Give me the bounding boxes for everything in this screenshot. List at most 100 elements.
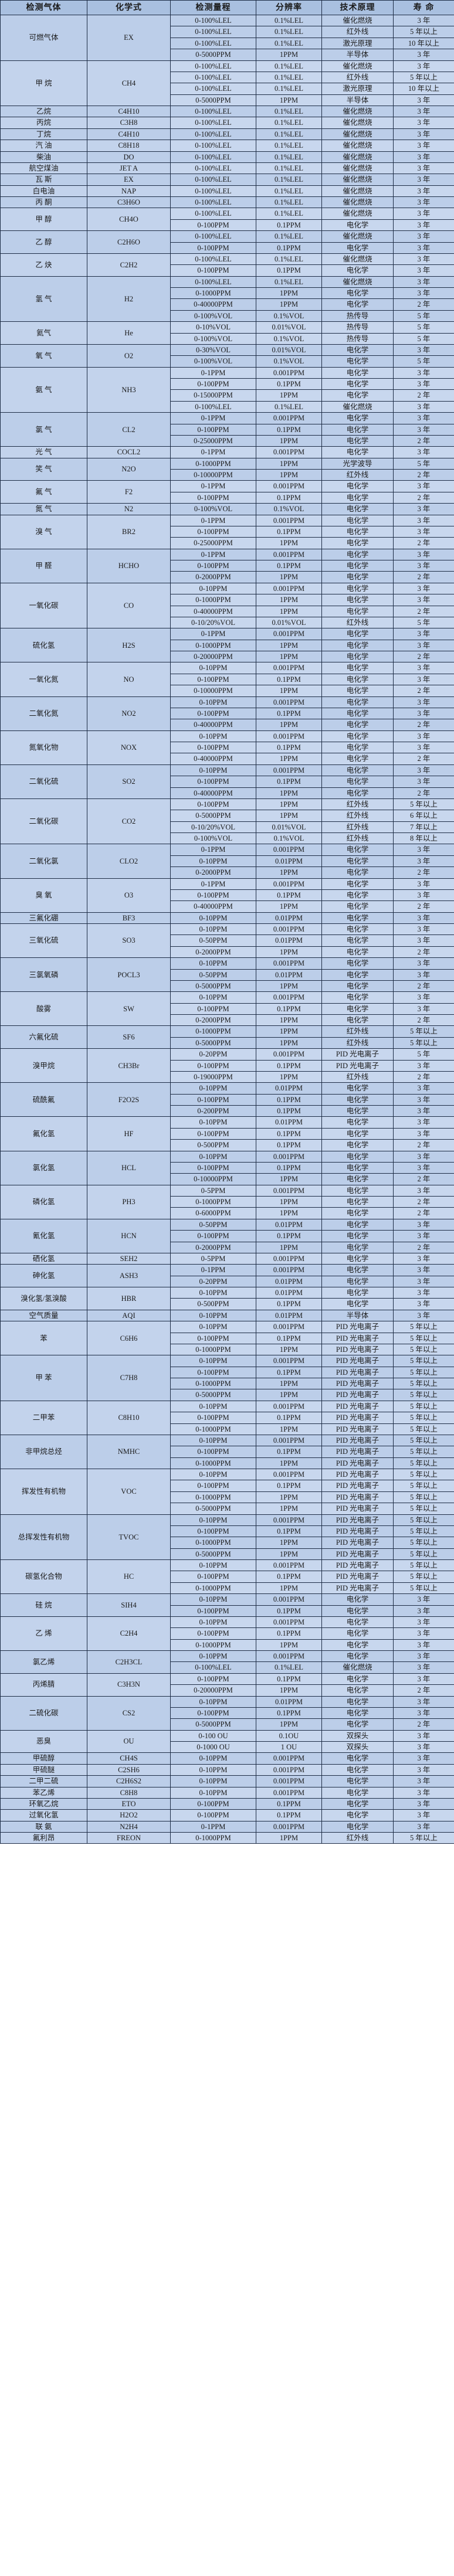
cell-chemical-formula: C2H2: [87, 253, 171, 277]
cell-technology: 电化学: [321, 662, 394, 674]
cell-detection-range: 0-19000PPM: [170, 1070, 256, 1083]
cell-resolution: 1PPM: [256, 1377, 322, 1390]
cell-technology: 电化学: [321, 844, 394, 856]
cell-resolution: 0.1PPM: [256, 1627, 322, 1640]
cell-lifetime: 2 年: [393, 571, 454, 583]
table-row: 0-1000PPM 1PPM 电化学 3 年: [1, 594, 454, 606]
table-row: 氯化氢 HCL 0-10PPM 0.001PPM 电化学 3 年: [0, 1150, 454, 1185]
cell-resolution: 0.1%LEL: [256, 276, 322, 288]
cell-lifetime: 3 年: [393, 1298, 454, 1310]
cell-lifetime: 3 年: [393, 1616, 454, 1629]
cell-lifetime: 3 年: [393, 934, 454, 947]
cell-lifetime: 10 年以上: [393, 37, 454, 50]
cell-technology: PID 光电离子: [321, 1503, 394, 1515]
cell-lifetime: 5 年: [393, 616, 454, 629]
cell-technology: 电化学: [321, 1105, 394, 1117]
cell-chemical-formula: NH3: [87, 366, 171, 413]
cell-technology: 电化学: [321, 1639, 394, 1651]
cell-lifetime: 5 年: [393, 310, 454, 322]
table-row: 0-100%VOL 0.1%VOL 热传导 5 年: [1, 310, 454, 322]
cell-lifetime: 3 年: [393, 855, 454, 868]
cell-detection-range: 0-40000PPM: [170, 753, 256, 765]
cell-chemical-formula: H2: [87, 276, 171, 322]
cell-chemical-formula: C2H3CL: [87, 1650, 171, 1674]
cell-technology: 催化燃烧: [321, 128, 394, 141]
cell-lifetime: 5 年以上: [393, 1377, 454, 1390]
cell-resolution: 0.1PPM: [256, 707, 322, 720]
cell-resolution: 0.001PPM: [256, 696, 322, 708]
cell-detection-range: 0-100%LEL: [170, 117, 256, 129]
cell-detection-range: 0-100PPM: [170, 1605, 256, 1617]
cell-detection-range: 0-10PPM: [170, 1309, 256, 1322]
cell-chemical-formula: CO: [87, 582, 171, 629]
cell-resolution: 0.01PPM: [256, 1116, 322, 1129]
cell-detection-range: 0-40000PPM: [170, 787, 256, 799]
table-row: 0-500PPM 0.1PPM 电化学 2 年: [1, 1139, 454, 1151]
cell-detection-range: 0-10PPM: [170, 1763, 256, 1776]
cell-detection-range: 0-5000PPM: [170, 49, 256, 61]
cell-technology: 红外线: [321, 821, 394, 834]
cell-resolution: 0.1OU: [256, 1729, 322, 1742]
table-row: 0-100PPM 0.1PPM 电化学 3 年: [1, 1605, 454, 1617]
cell-chemical-formula: C3H6O: [87, 196, 171, 209]
cell-lifetime: 3 年: [393, 128, 454, 141]
cell-lifetime: 3 年: [393, 162, 454, 175]
cell-technology: 双探头: [321, 1741, 394, 1753]
cell-resolution: 0.1PPM: [256, 776, 322, 788]
cell-detection-range: 0-100%VOL: [170, 332, 256, 345]
cell-lifetime: 3 年: [393, 480, 454, 492]
cell-technology: 电化学: [321, 741, 394, 754]
cell-lifetime: 3 年: [393, 1741, 454, 1753]
cell-technology: PID 光电离子: [321, 1389, 394, 1401]
cell-lifetime: 3 年: [393, 49, 454, 61]
cell-technology: 电化学: [321, 1139, 394, 1151]
cell-resolution: 0.01PPM: [256, 1275, 322, 1288]
cell-resolution: 1PPM: [256, 1457, 322, 1470]
cell-resolution: 0.1%LEL: [256, 208, 322, 220]
cell-detection-range: 0-100%LEL: [170, 230, 256, 243]
cell-chemical-formula: N2: [87, 503, 171, 515]
cell-technology: 电化学: [321, 298, 394, 311]
cell-resolution: 0.01%VOL: [256, 321, 322, 334]
cell-detection-range: 0-100PPM: [170, 1797, 256, 1810]
cell-detection-range: 0-10PPM: [170, 1514, 256, 1526]
table-row: 氟 气 F2 0-1PPM 0.001PPM 电化学 3 年: [0, 480, 454, 504]
cell-lifetime: 3 年: [393, 912, 454, 925]
cell-chemical-formula: C7H8: [87, 1355, 171, 1401]
cell-technology: 电化学: [321, 1673, 394, 1685]
cell-detection-range: 0-10PPM: [170, 1559, 256, 1572]
cell-lifetime: 3 年: [393, 1627, 454, 1640]
table-row: 三氟化硼 BF3 0-10PPM 0.01PPM 电化学 3 年: [0, 912, 454, 925]
table-row: 0-100PPM 0.1PPM PID 光电离子 5 年以上: [1, 1525, 454, 1538]
cell-detection-range: 0-100PPM: [170, 1332, 256, 1344]
cell-technology: 红外线: [321, 798, 394, 811]
cell-gas-name: 二氧化氯: [0, 844, 87, 879]
cell-chemical-formula: C2H6S2: [87, 1775, 171, 1787]
cell-chemical-formula: PH3: [87, 1184, 171, 1219]
cell-resolution: 0.1PPM: [256, 559, 322, 572]
cell-resolution: 0.1%LEL: [256, 230, 322, 243]
cell-lifetime: 3 年: [393, 378, 454, 390]
cell-technology: 电化学: [321, 287, 394, 300]
cell-chemical-formula: SEH2: [87, 1252, 171, 1265]
table-row: 六氟化硫 SF6 0-1000PPM 1PPM 红外线 5 年以上: [0, 1025, 454, 1049]
table-row: 甲 醛 HCHO 0-1PPM 0.001PPM 电化学 3 年: [0, 548, 454, 583]
cell-detection-range: 0-10PPM: [170, 855, 256, 868]
cell-detection-range: 0-2000PPM: [170, 1241, 256, 1253]
table-row: 二氧化氯 CLO2 0-1PPM 0.001PPM 电化学 3 年: [0, 844, 454, 879]
cell-resolution: 0.1PPM: [256, 1161, 322, 1174]
cell-technology: 电化学: [321, 1014, 394, 1027]
cell-gas-name: 甲 醛: [0, 548, 87, 583]
cell-detection-range: 0-10PPM: [170, 1355, 256, 1367]
table-row: 0-10000PPM 1PPM 电化学 2 年: [1, 1173, 454, 1185]
cell-resolution: 0.1%LEL: [256, 400, 322, 413]
cell-technology: 红外线: [321, 832, 394, 845]
cell-resolution: 1PPM: [256, 1241, 322, 1253]
cell-lifetime: 2 年: [393, 1684, 454, 1697]
table-row: 二甲二硫 C2H6S2 0-10PPM 0.001PPM 电化学 3 年: [0, 1775, 454, 1787]
cell-detection-range: 0-100PPM: [170, 219, 256, 232]
cell-resolution: 0.001PPM: [256, 548, 322, 561]
table-row: 0-200PPM 0.1PPM 电化学 3 年: [1, 1105, 454, 1117]
cell-detection-range: 0-1PPM: [170, 548, 256, 561]
cell-technology: 红外线: [321, 1831, 394, 1844]
